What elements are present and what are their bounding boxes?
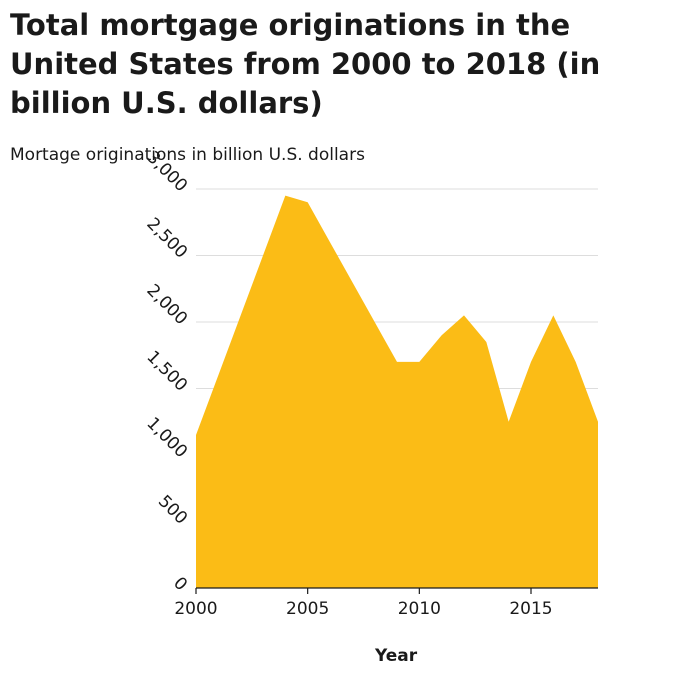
x-axis: 2000 2005 2010 2015 — [174, 587, 598, 619]
y-tick-label: 3,000 — [143, 148, 192, 197]
y-tick-label: 1,000 — [143, 414, 192, 463]
y-axis: 0 500 1,000 1,500 2,000 2,500 3,000 — [143, 148, 192, 596]
y-tick-label: 500 — [154, 491, 191, 528]
x-tick-label: 2015 — [509, 599, 552, 619]
x-tick-label: 2005 — [286, 599, 329, 619]
x-axis-label: Year — [375, 646, 418, 666]
area-series — [196, 195, 598, 588]
y-axis-label: Mortage originations in billion U.S. dol… — [10, 145, 365, 165]
y-tick-label: 2,500 — [143, 214, 192, 263]
y-tick-label: 1,500 — [143, 347, 192, 396]
area-mark — [196, 195, 598, 588]
y-tick-label: 2,000 — [143, 281, 192, 330]
x-tick-label: 2010 — [398, 599, 441, 619]
x-tick-label: 2000 — [174, 599, 217, 619]
y-tick-label: 0 — [169, 573, 191, 595]
chart-title: Total mortgage originations in the Unite… — [10, 8, 601, 120]
